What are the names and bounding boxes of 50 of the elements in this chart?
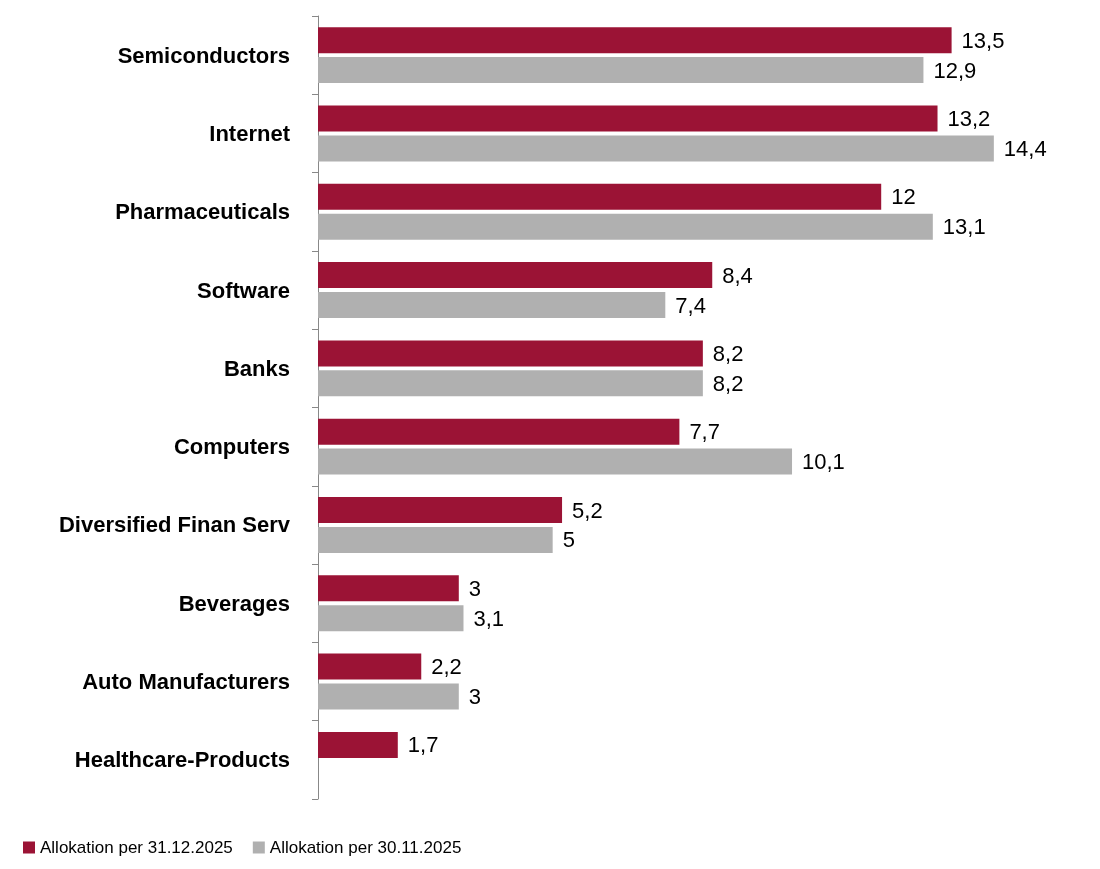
bar [318,653,422,680]
data-label: 7,7 [689,419,720,445]
data-label: 2,2 [431,654,462,680]
data-label: 3,1 [473,605,505,631]
y-tick-label: Banks [223,355,290,381]
bar [318,57,924,84]
data-label: 8,4 [722,262,753,288]
bar [318,213,933,240]
bar [318,135,994,162]
bar [318,575,459,602]
bar [318,292,666,318]
data-label: 13,2 [947,106,991,131]
bar [318,262,713,289]
data-label: 1,7 [407,732,439,758]
bar [318,27,952,54]
y-tick-label: Semiconductors [117,42,290,68]
bar [318,448,793,475]
data-label: 5 [562,527,575,553]
bar [318,526,553,553]
y-tick-label: Pharmaceuticals [115,199,290,225]
data-label: 13,5 [961,27,1005,53]
data-label: 3 [468,684,482,709]
bar [318,370,703,397]
legend-label: Allokation per 31.12.2025 [40,838,233,857]
data-label: 10,1 [802,449,845,475]
data-label: 14,4 [1003,135,1047,161]
bar [318,183,882,210]
legend-label: Allokation per 30.11.2025 [269,838,462,857]
bar [318,605,464,632]
bar [318,497,563,523]
data-label: 8,2 [712,370,744,396]
y-tick-label: Healthcare-Products [74,747,290,773]
y-tick-label: Internet [209,120,291,146]
data-label: 12 [891,184,916,210]
y-tick-label: Auto Manufacturers [82,669,290,695]
data-label: 3 [468,575,482,601]
y-tick-label: Computers [173,434,290,460]
data-label: 7,4 [675,292,706,318]
bar [318,418,680,445]
bar [318,683,459,710]
data-label: 12,9 [933,57,977,83]
y-tick-label: Diversified Finan Serv [58,512,291,538]
bar [318,105,938,132]
data-label: 13,1 [942,214,986,240]
bar [318,340,703,367]
y-tick-label: Beverages [178,590,290,616]
y-tick-label: Software [197,277,290,303]
data-label: 8,2 [712,340,744,366]
data-label: 5,2 [572,497,603,523]
bar [318,731,398,758]
